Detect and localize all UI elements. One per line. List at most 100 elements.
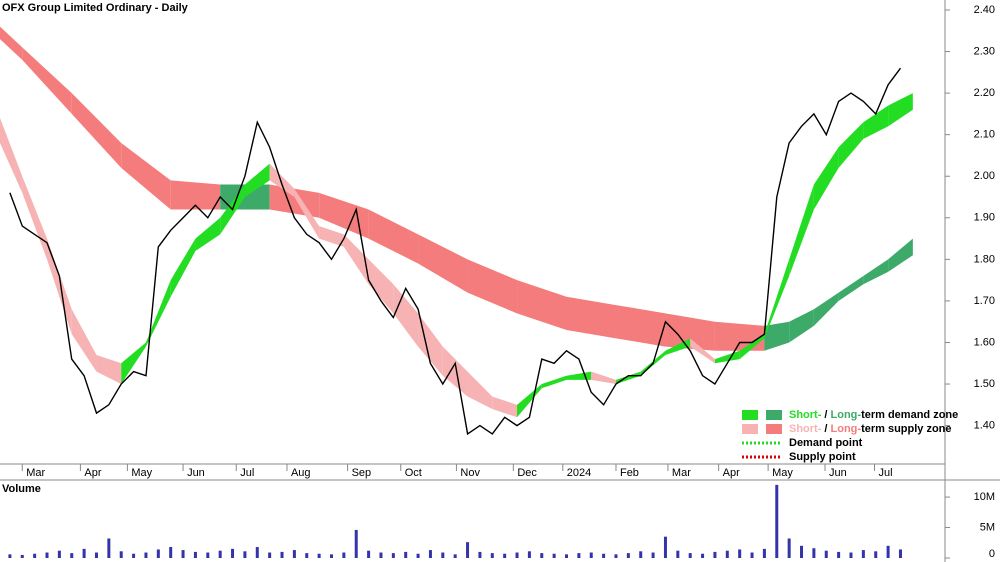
y-tick-label: 1.60 [974, 336, 995, 348]
zone-band [467, 259, 518, 314]
zone-band [566, 371, 592, 380]
zone-band [244, 163, 270, 198]
zone-band [813, 147, 839, 210]
x-tick-label: Jul [878, 467, 892, 479]
volume-bar [676, 550, 680, 558]
volume-bar [651, 552, 655, 558]
zone-band [615, 305, 666, 347]
x-tick-label: Apr [84, 467, 101, 479]
volume-bar [255, 547, 259, 558]
zone-band [690, 338, 715, 364]
volume-bar [305, 553, 309, 558]
zone-band [22, 47, 72, 114]
x-tick-label: Feb [620, 467, 639, 479]
volume-bar [342, 552, 346, 558]
zone-band [269, 163, 295, 198]
x-tick-label: Oct [405, 467, 422, 479]
volume-bar [824, 550, 828, 558]
volume-bar [626, 553, 630, 558]
zone-band [665, 313, 715, 351]
volume-bar [874, 551, 878, 558]
volume-bar [540, 553, 544, 558]
legend-swatch [742, 424, 758, 434]
volume-bar [787, 538, 791, 558]
volume-bar [639, 551, 643, 558]
volume-bar [292, 550, 296, 558]
zone-band [0, 26, 23, 60]
volume-bar [45, 552, 49, 558]
volume-bar [503, 553, 507, 558]
zone-band [47, 238, 72, 335]
volume-bar [70, 553, 74, 558]
volume-bar [898, 549, 902, 558]
legend-text: / [824, 423, 830, 435]
volume-bar [181, 550, 185, 558]
y-tick-label: 2.10 [974, 129, 995, 141]
chart-title: OFX Group Limited Ordinary - Daily [2, 2, 189, 14]
zone-band [888, 238, 913, 272]
volume-bar [800, 545, 804, 558]
zone-band [764, 259, 790, 339]
legend-text: / [824, 409, 830, 421]
zone-band [319, 226, 344, 247]
x-tick-label: Jun [829, 467, 847, 479]
legend-text: Short- [789, 409, 822, 421]
volume-bar [725, 550, 729, 558]
volume-bar [478, 551, 482, 558]
x-tick-label: Aug [291, 467, 311, 479]
volume-bar [490, 553, 494, 558]
y-tick-label: 1.50 [974, 378, 995, 390]
zone-band [863, 105, 889, 139]
volume-bar [280, 551, 284, 558]
zone-band [96, 354, 122, 385]
volume-bar [428, 550, 432, 558]
zone-band [813, 292, 839, 326]
zone-band [393, 284, 419, 347]
volume-bar [812, 548, 816, 558]
zone-band [145, 280, 171, 347]
zone-band [492, 396, 518, 418]
volume-bar [132, 553, 136, 558]
volume-tick-label: 10M [974, 491, 995, 503]
volume-bar [354, 529, 358, 558]
zone-band [615, 371, 641, 385]
zone-band [343, 234, 369, 285]
volume-bar [775, 484, 779, 558]
zone-band [566, 296, 616, 339]
zone-band [195, 217, 221, 252]
volume-bar [713, 551, 717, 558]
price-line [9, 67, 902, 436]
volume-bar [515, 552, 519, 558]
volume-bar [119, 551, 123, 558]
zone-band [170, 180, 221, 210]
legend-swatch [742, 410, 758, 420]
zone-band [368, 259, 394, 314]
legend-label: Demand point [789, 437, 863, 449]
x-tick-label: Apr [723, 467, 740, 479]
volume-bar [466, 542, 470, 558]
volume-bar [231, 548, 235, 558]
legend-swatch [766, 410, 782, 420]
volume-bar [762, 548, 766, 558]
volume-bar [156, 549, 160, 558]
volume-bar [614, 554, 618, 558]
volume-bar [169, 547, 173, 558]
y-tick-label: 2.40 [974, 4, 995, 16]
x-tick-label: Mar [26, 467, 45, 479]
zone-band [591, 371, 616, 385]
zone-band [418, 313, 443, 376]
volume-bar [404, 551, 408, 558]
volume-bar [602, 553, 606, 558]
legend-label: Short- / Long-term demand zone [789, 409, 958, 421]
y-tick-label: 1.40 [974, 420, 995, 432]
volume-bar [20, 554, 24, 558]
volume-bar [552, 553, 556, 558]
zone-band [789, 184, 814, 276]
legend-label: Supply point [789, 451, 856, 463]
y-tick-label: 2.00 [974, 170, 995, 182]
volume-bar [750, 552, 754, 558]
zone-band [541, 375, 567, 389]
zone-band [517, 384, 542, 418]
zone-band [418, 234, 468, 293]
